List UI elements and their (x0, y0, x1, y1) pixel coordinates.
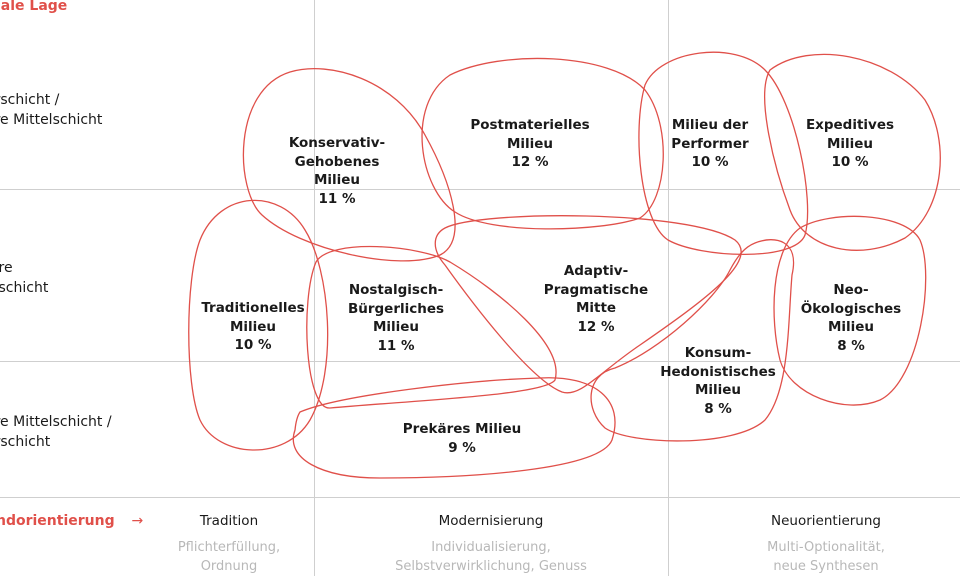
milieu-name-line: Bürgerliches (347, 300, 445, 317)
milieu-share: 12 % (511, 154, 549, 170)
milieu-share: 10 % (831, 154, 869, 170)
row-label-middle: lere elschicht (0, 258, 48, 298)
milieu-name-line: Prekäres Milieu (402, 421, 522, 437)
column-subtitle-tradition-line1: Pflichterfüllung, (177, 540, 281, 555)
milieu-name-line: Performer (671, 135, 749, 152)
milieu-label-performer: Milieu der Performer 10 % (610, 116, 810, 172)
milieu-label-neooeko: Neo- Ökologisches Milieu 8 % (751, 281, 951, 355)
milieu-share: 10 % (234, 337, 272, 353)
milieu-label-prekaer: Prekäres Milieu 9 % (362, 420, 562, 457)
x-axis-title: ndorientierung → (0, 513, 143, 529)
milieu-name-line: Neo- (833, 282, 869, 298)
row-label-upper-line2: ere Mittelschicht (0, 112, 103, 128)
milieu-name-line: Ökologisches (800, 300, 902, 317)
column-subtitle-modernisierung-line2: Selbstverwirklichung, Genuss (395, 559, 587, 574)
blob-prekaer (292, 377, 616, 479)
row-label-lower-line2: erschicht (0, 434, 51, 450)
milieu-name-line: Milieu (694, 382, 742, 398)
milieu-name-line: Konsum- (684, 345, 752, 361)
milieu-label-traditionell: Traditionelles Milieu 10 % (153, 299, 353, 355)
milieu-label-adaptiv: Adaptiv- Pragmatische Mitte 12 % (496, 262, 696, 336)
milieu-name-line: Milieu (229, 318, 277, 335)
milieu-share: 11 % (377, 337, 415, 354)
column-title-tradition: Tradition (199, 513, 259, 529)
milieu-name-line: Hedonistisches (660, 363, 776, 380)
milieu-share: 8 % (704, 400, 732, 417)
milieu-share: 11 % (318, 190, 356, 207)
horizontal-gridline-3 (0, 497, 960, 498)
column-subtitle-neuorientierung: Multi-Optionalität, neue Synthesen (696, 538, 956, 576)
horizontal-gridline-2 (0, 361, 960, 362)
milieu-name-line: Nostalgisch- (348, 282, 444, 298)
horizontal-gridline-1 (0, 189, 960, 190)
vertical-gridline-1 (314, 0, 315, 576)
milieu-name-line: Gehobenes (294, 153, 380, 170)
column-subtitle-neuorientierung-line2: neue Synthesen (773, 559, 879, 574)
row-label-lower-line1: ere Mittelschicht / (0, 414, 112, 430)
milieu-label-expeditiv: Expeditives Milieu 10 % (750, 116, 950, 172)
blob-adaptiv (434, 215, 742, 394)
milieu-name-line: Expeditives (805, 117, 895, 133)
column-title-modernisierung: Modernisierung (438, 513, 544, 529)
row-label-middle-line1: lere (0, 260, 13, 276)
milieu-share: 10 % (691, 154, 729, 170)
row-label-upper: erschicht / ere Mittelschicht (0, 90, 102, 130)
row-label-middle-line2: elschicht (0, 280, 49, 296)
milieu-label-konservativ: Konservativ- Gehobenes Milieu 11 % (237, 134, 437, 208)
milieu-name-line: Konservativ- (288, 135, 386, 151)
milieu-share: 12 % (577, 318, 615, 335)
blob-konsum (590, 239, 795, 442)
milieu-name-line: Traditionelles (201, 300, 305, 316)
milieu-name-line: Milieu (313, 172, 361, 188)
column-subtitle-modernisierung: Individualisierung, Selbstverwirklichung… (361, 538, 621, 576)
column-subtitle-modernisierung-line1: Individualisierung, (431, 540, 551, 555)
milieu-name-line: Milieu (827, 319, 875, 335)
milieu-label-postmateriell: Postmaterielles Milieu 12 % (430, 116, 630, 172)
arrow-right-icon: → (131, 513, 144, 529)
x-axis-title-text: ndorientierung (0, 513, 115, 529)
milieu-share: 9 % (448, 439, 476, 456)
blob-postmateriell (421, 57, 664, 230)
milieu-name-line: Postmaterielles (470, 117, 590, 133)
column-title-neuorientierung: Neuorientierung (771, 513, 881, 529)
milieu-name-line: Pragmatische (543, 281, 649, 298)
milieu-name-line: Milieu (506, 135, 554, 152)
vertical-gridline-2 (668, 0, 669, 576)
milieu-name-line: Milieu (826, 135, 874, 152)
row-label-lower: ere Mittelschicht / erschicht (0, 412, 112, 452)
row-label-upper-line1: erschicht / (0, 92, 60, 108)
y-axis-title: iale Lage (0, 0, 68, 14)
blob-traditionell (188, 199, 329, 451)
column-subtitle-tradition-line2: Ordnung (200, 559, 258, 574)
column-subtitle-neuorientierung-line1: Multi-Optionalität, (767, 540, 885, 555)
milieu-name-line: Adaptiv- (563, 263, 629, 279)
milieu-label-nostalgisch: Nostalgisch- Bürgerliches Milieu 11 % (296, 281, 496, 355)
blob-neooeko (773, 215, 927, 406)
milieu-name-line: Mitte (575, 300, 617, 316)
milieu-label-konsum: Konsum- Hedonistisches Milieu 8 % (618, 344, 818, 418)
blob-expeditiv (764, 53, 941, 251)
milieu-share: 8 % (837, 337, 865, 354)
blob-nostalgisch (306, 245, 557, 409)
blob-performer (638, 51, 809, 255)
milieu-name-line: Milieu (372, 319, 420, 335)
milieu-name-line: Milieu der (671, 117, 749, 133)
column-subtitle-tradition: Pflichterfüllung, Ordnung (99, 538, 359, 576)
